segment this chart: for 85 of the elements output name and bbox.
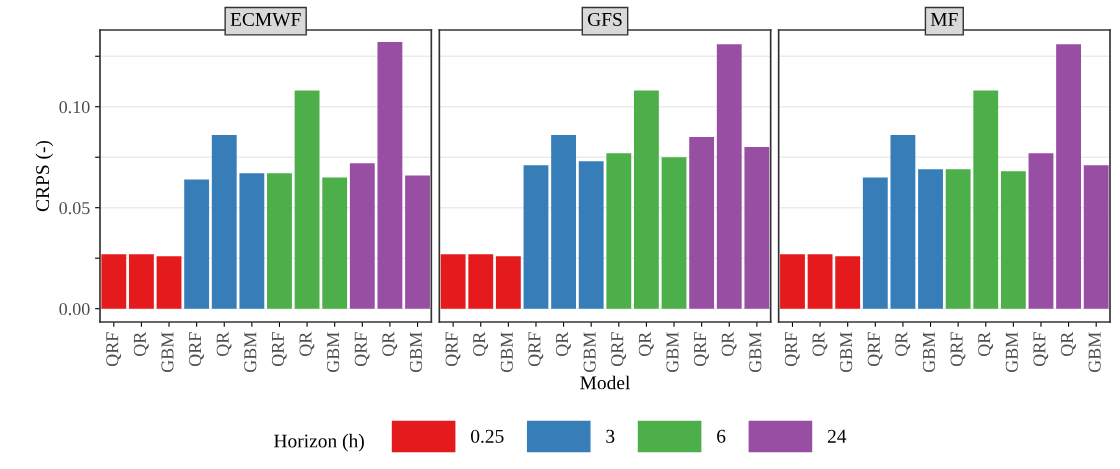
- legend-label: 24: [827, 429, 847, 443]
- bar: [661, 157, 687, 309]
- x-tick-label: GBM: [500, 332, 513, 373]
- legend-label: 3: [606, 429, 615, 443]
- bar: [633, 90, 659, 309]
- legend-label: 0.25: [471, 429, 504, 443]
- bar: [1000, 171, 1026, 309]
- x-tick-label: QR: [978, 331, 994, 357]
- x-tick-label: GBM: [161, 332, 174, 373]
- x-tick-label: QR: [473, 331, 489, 357]
- bar: [211, 135, 237, 309]
- bar: [101, 254, 127, 309]
- x-tick-label: GBM: [244, 332, 257, 373]
- bar: [377, 42, 403, 309]
- bar: [835, 256, 861, 309]
- bar: [780, 254, 805, 309]
- x-tick-label: QR: [555, 331, 571, 357]
- x-tick-label: QR: [133, 331, 149, 357]
- bar: [606, 153, 632, 309]
- x-tick-label: QRF: [694, 332, 709, 367]
- bar: [156, 256, 182, 309]
- x-tick-label: GBM: [666, 332, 679, 373]
- bar: [862, 177, 888, 309]
- x-tick-label: QRF: [784, 332, 800, 367]
- bar: [973, 90, 999, 309]
- chart-title: MF: [930, 13, 958, 26]
- x-tick-label: GBM: [409, 332, 423, 373]
- x-tick-label: QR: [382, 331, 398, 357]
- x-tick-label: QR: [638, 331, 654, 357]
- x-tick-label: GBM: [327, 332, 340, 373]
- x-tick-label: GBM: [749, 332, 762, 373]
- bar: [349, 163, 375, 309]
- bar: [551, 135, 577, 309]
- bar: [468, 254, 494, 309]
- x-tick-label: GBM: [840, 332, 853, 373]
- bar: [239, 173, 265, 309]
- legend-title: Horizon (h): [274, 433, 364, 452]
- x-tick-label: GBM: [922, 332, 936, 373]
- bar: [1083, 165, 1109, 309]
- x-tick-label: QRF: [611, 332, 627, 367]
- x-tick-label: QRF: [867, 332, 883, 367]
- bar: [184, 179, 210, 309]
- x-tick-label: QRF: [189, 332, 204, 367]
- x-tick-label: QRF: [271, 332, 287, 367]
- x-tick-label: QRF: [445, 332, 461, 367]
- y-tick-label: 0.10: [59, 100, 90, 114]
- bar: [918, 169, 943, 309]
- x-tick-label: GBM: [583, 332, 596, 373]
- bar: [1028, 153, 1054, 309]
- bar: [807, 254, 833, 309]
- x-tick-label: QR: [721, 331, 737, 357]
- y-tick-label: 0.00: [59, 302, 90, 316]
- x-tick-label: GBM: [1005, 332, 1018, 373]
- x-tick-label: GBM: [1088, 332, 1101, 373]
- bar: [890, 135, 916, 309]
- x-tick-label: QR: [895, 331, 911, 357]
- x-tick-label: QR: [1060, 331, 1076, 357]
- bar: [405, 175, 430, 309]
- bar: [440, 254, 466, 309]
- x-tick-label: QRF: [106, 332, 122, 367]
- y-tick-label: 0.05: [59, 201, 90, 215]
- bar: [578, 161, 604, 309]
- x-tick-label: QR: [812, 331, 828, 357]
- x-tick-label: QR: [299, 331, 315, 357]
- chart-title: GFS: [587, 12, 622, 27]
- bar: [495, 256, 521, 309]
- x-tick-label: QRF: [528, 332, 544, 367]
- bar: [128, 254, 154, 309]
- bar: [716, 44, 742, 309]
- x-tick-label: QRF: [950, 332, 966, 367]
- bar: [689, 137, 715, 309]
- x-axis-title: Model: [580, 375, 630, 390]
- y-axis-title: CRPS (-): [35, 140, 54, 212]
- x-tick-label: QR: [216, 331, 232, 357]
- bar: [322, 177, 348, 309]
- x-tick-label: QRF: [1033, 332, 1049, 367]
- bar: [744, 147, 770, 309]
- x-tick-label: QRF: [354, 332, 370, 367]
- bar: [294, 90, 320, 309]
- bar: [945, 169, 971, 309]
- bar: [267, 173, 292, 309]
- bar: [523, 165, 549, 309]
- legend-label: 6: [717, 429, 726, 443]
- chart-title: ECMWF: [230, 12, 301, 27]
- bar: [1056, 44, 1082, 309]
